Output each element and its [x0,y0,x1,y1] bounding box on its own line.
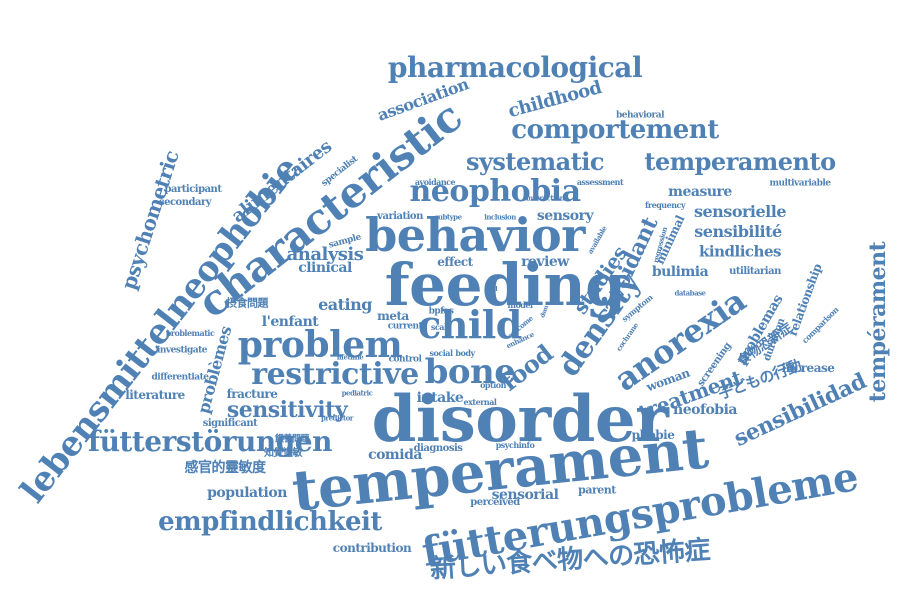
cloud-word: l'enfant [261,314,319,330]
cloud-word: eating [318,295,372,314]
cloud-word: sensory [536,208,594,224]
cloud-word: sensorielle [693,202,787,221]
cloud-word: body [455,348,475,358]
cloud-word: clinical [298,260,352,276]
cloud-word: inclusion [484,212,516,222]
cloud-word: systematic [465,147,605,176]
cloud-word: option [480,380,506,390]
cloud-word: bone [424,352,516,392]
cloud-word: review [521,254,569,270]
cloud-word: bulimia [651,264,709,280]
cloud-word: behavior [365,208,585,262]
cloud-word: sensorial [491,487,559,503]
cloud-word: increase [781,361,835,375]
cloud-word: significant [202,418,258,429]
cloud-word: 感官的靈敏度 [184,460,267,476]
cloud-word: model [507,300,533,310]
cloud-word: subtype [434,212,462,222]
cloud-word: sensitivity [226,397,348,423]
cloud-word: fracture [226,387,278,401]
cloud-word: measure [668,184,732,200]
cloud-word: comportement [511,115,719,145]
cloud-word: 子どもの行動 [715,356,804,403]
cloud-word: external [463,397,497,407]
cloud-word: control [388,354,422,365]
cloud-word: current [387,321,423,332]
cloud-word: sensibilité [694,222,782,241]
cloud-word: population [207,485,287,501]
cloud-word: psychinfo [495,440,535,450]
cloud-word: participant [164,184,222,195]
cloud-word: problematic [165,328,215,338]
cloud-word: meta [377,309,409,323]
cloud-word: 餵養問題 [274,434,310,445]
cloud-word: child [418,302,522,347]
cloud-word: phobie [631,428,675,442]
cloud-word: rbd [486,286,498,293]
cloud-word: kindliches [699,242,781,261]
cloud-word: neofobia [673,402,737,418]
cloud-word: investigate [156,345,208,356]
cloud-word: temperamento [644,147,836,176]
cloud-word: analysis [286,244,364,265]
cloud-word: empfindlichkeit [158,507,382,537]
cloud-word: restrictive [251,357,419,392]
cloud-word: feeding [384,251,626,319]
cloud-word: comida [368,447,422,463]
cloud-word: fütterstörungen [88,425,332,458]
cloud-word: predictor [321,413,353,423]
cloud-word: social [429,348,453,358]
cloud-word: assessment [576,177,624,187]
cloud-word: bpfas [428,306,454,317]
cloud-word: variation [377,211,423,222]
cloud-word: lifetime [336,352,364,362]
cloud-word: frequency [644,200,686,210]
cloud-word: multivariable [769,178,831,189]
cloud-word: scale [430,322,452,332]
cloud-word: effect [437,255,473,269]
cloud-word: interaction [525,193,565,203]
cloud-word: intake [416,390,464,406]
cloud-word: tempérament [865,241,891,403]
cloud-word: pharmacological [387,51,643,84]
cloud-word: differentiate [151,372,209,383]
cloud-word: database [674,288,706,298]
cloud-word: literature [125,388,185,402]
cloud-word: pediatric [341,388,373,398]
cloud-word: 知覺過敏 [264,448,303,459]
cloud-word: behavioral [615,110,665,121]
cloud-word: psychometric [116,147,184,293]
cloud-word: disorder [371,382,669,457]
cloud-word: 摂食問題 [226,296,269,310]
cloud-word: diagnosis [413,443,463,454]
cloud-word: utilitarian [729,266,781,277]
cloud-word: secondary [158,197,212,208]
cloud-word: problem [237,324,403,366]
cloud-word: contribution [332,541,412,555]
cloud-word: avoidance [414,177,456,187]
cloud-word: perceived [470,497,520,508]
cloud-word: parent [578,483,616,497]
cloud-word: neophobia [409,174,581,209]
